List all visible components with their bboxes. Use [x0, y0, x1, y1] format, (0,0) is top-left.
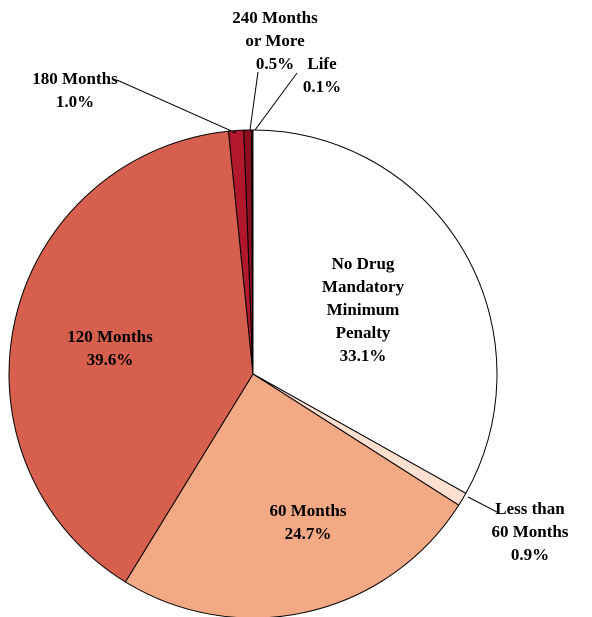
slice-label: Less than 60 Months [492, 499, 569, 541]
slice-label: 240 Months or More [232, 8, 318, 50]
slice-value: 33.1% [340, 346, 387, 365]
leader-line [467, 496, 498, 513]
slice-value: 39.6% [87, 350, 134, 369]
slice-value: 0.9% [511, 545, 549, 564]
leader-line [116, 79, 237, 134]
slice-label: Life [307, 54, 337, 73]
slice-label: 180 Months [32, 69, 118, 88]
slice-value: 1.0% [56, 92, 94, 111]
slice-value: 24.7% [285, 524, 332, 543]
leader-line [254, 72, 298, 131]
slice-value: 0.1% [303, 77, 341, 96]
pie-slice [250, 129, 254, 375]
slice-label: 120 Months [67, 327, 153, 346]
pie-slice [124, 373, 460, 617]
leader-line [249, 71, 259, 131]
pie-slice [252, 129, 498, 495]
slice-label: 60 Months [270, 501, 347, 520]
slice-value: 0.5% [256, 54, 294, 73]
pie-slice [8, 130, 254, 583]
slice-label: No Drug Mandatory Minimum Penalty [322, 254, 405, 342]
